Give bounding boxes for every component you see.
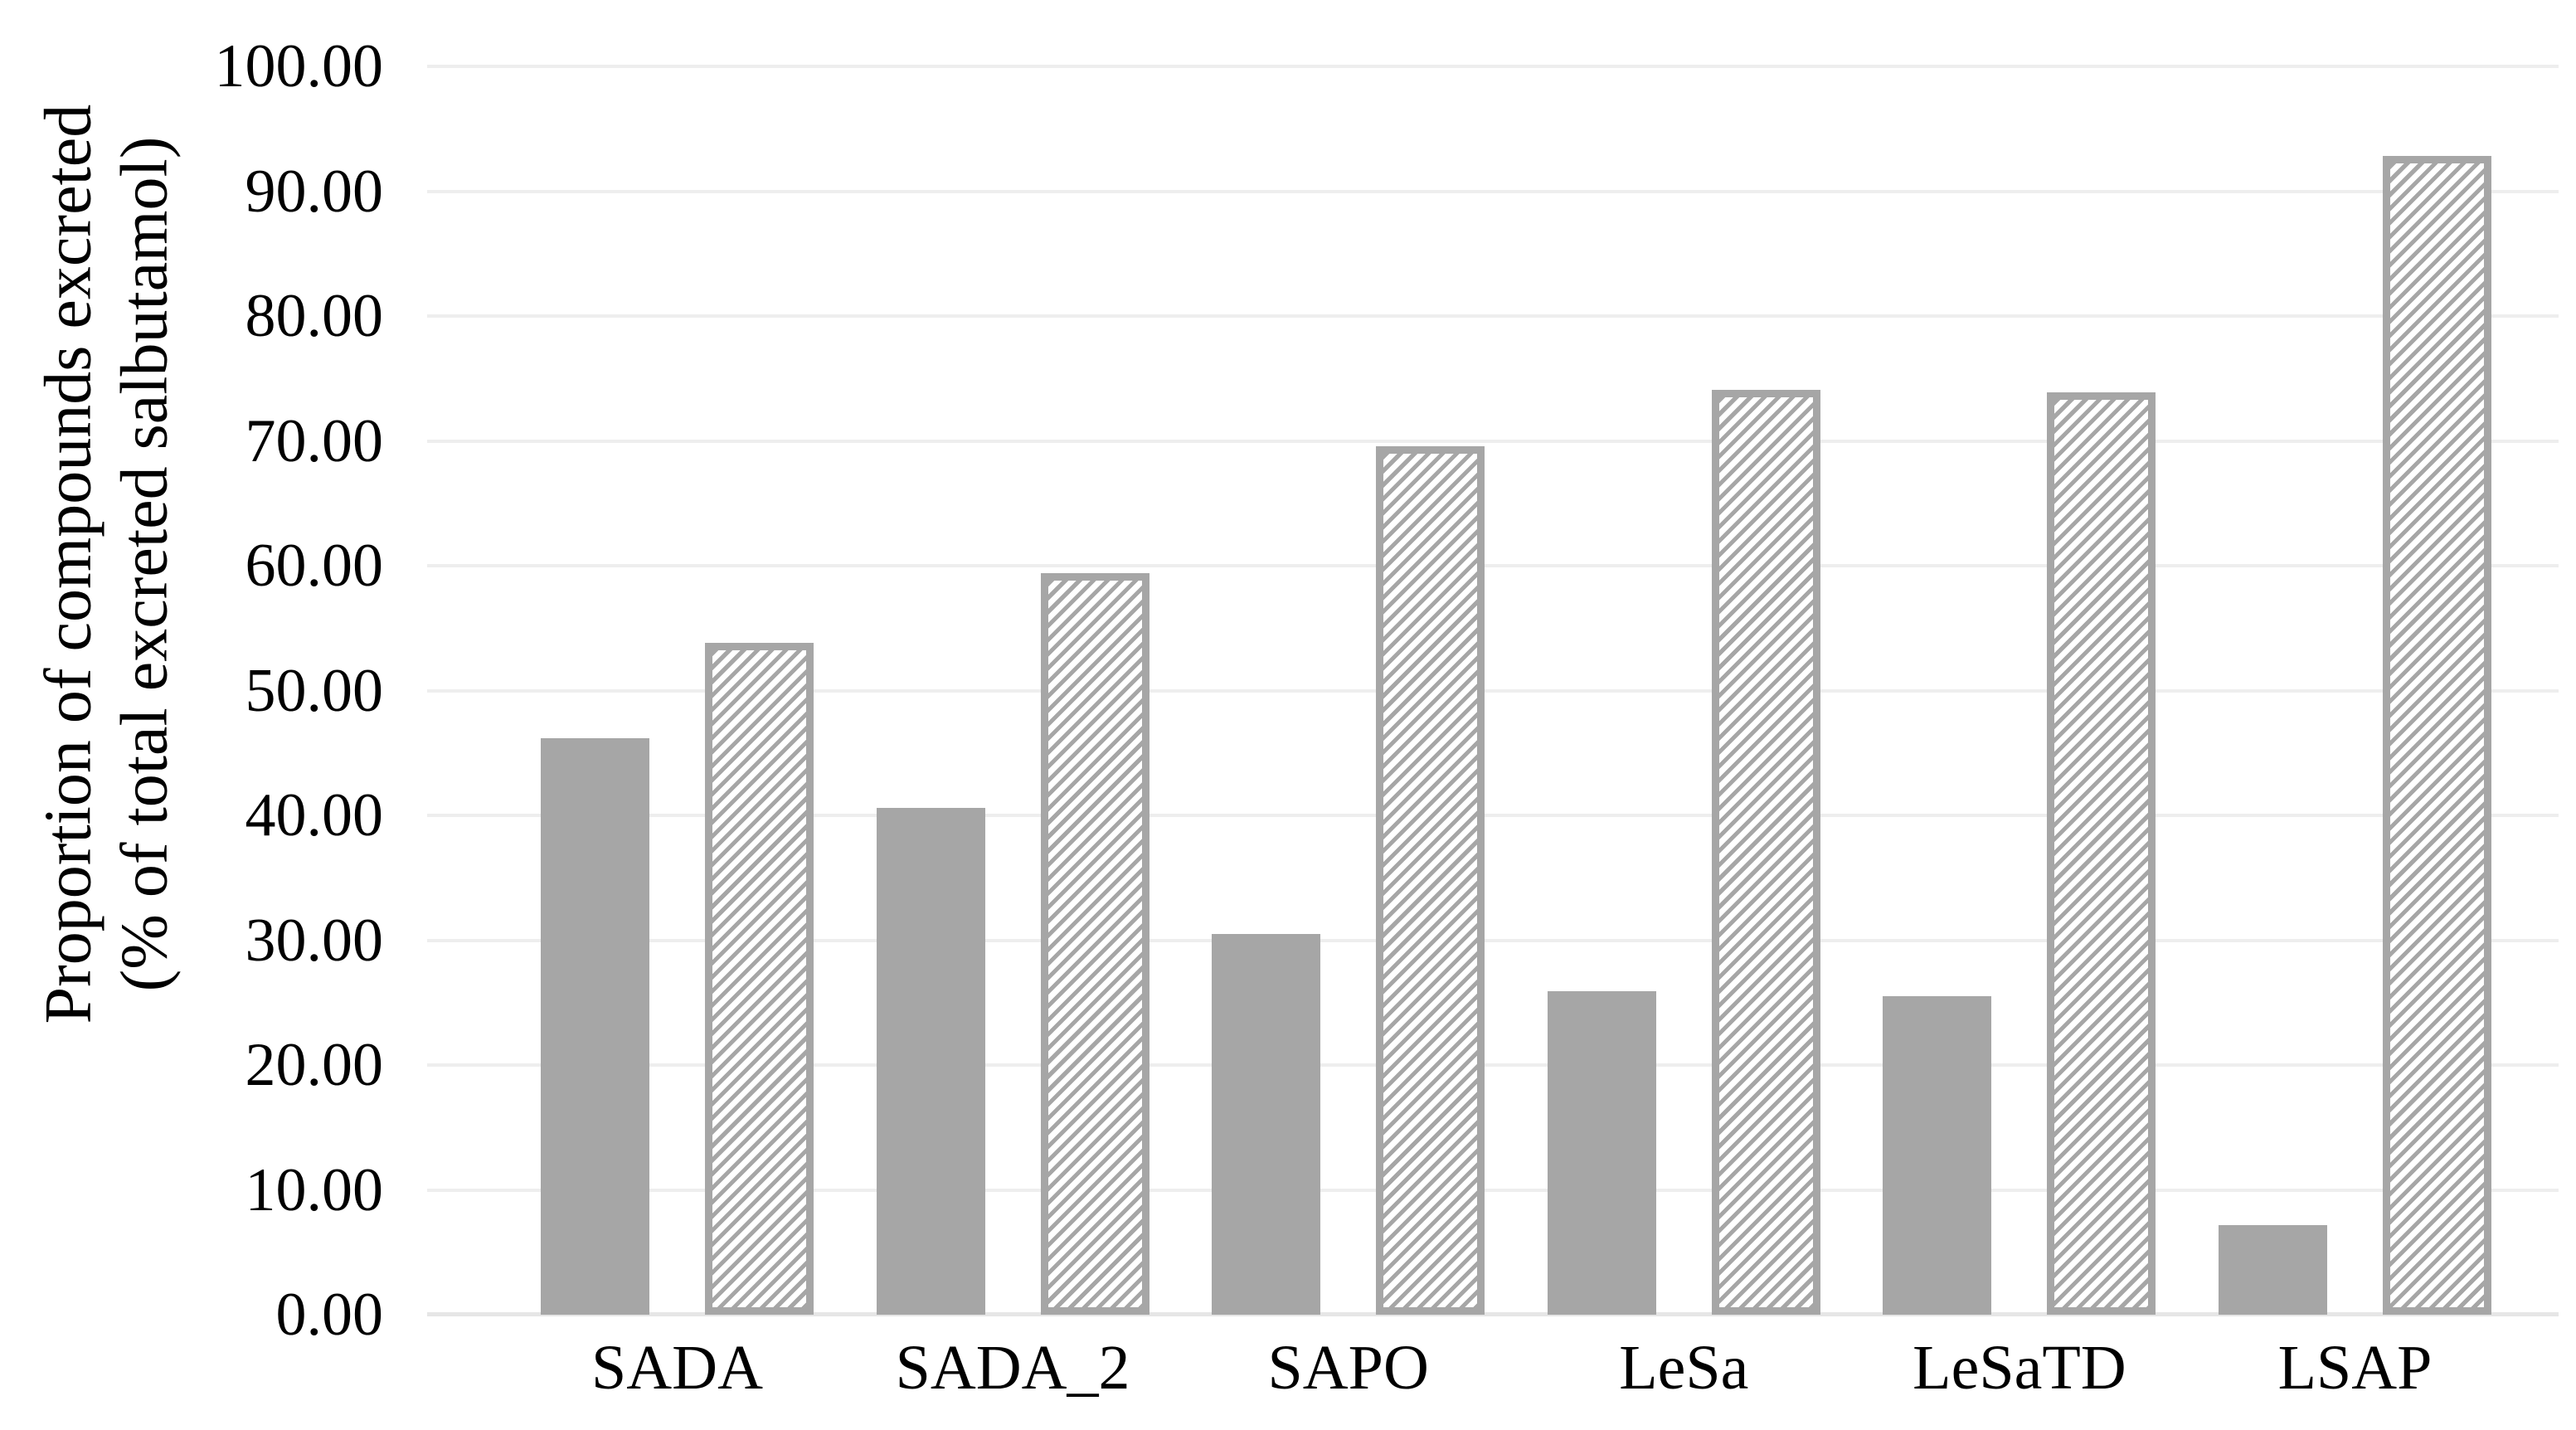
y-tick-label-20: 20.00 bbox=[245, 1031, 384, 1099]
gridline-100 bbox=[427, 65, 2559, 68]
gridline-70 bbox=[427, 439, 2559, 443]
y-tick-label-80: 80.00 bbox=[245, 282, 384, 350]
x-axis-label-SADA: SADA bbox=[591, 1333, 763, 1403]
bar-hatched-LeSa bbox=[1711, 389, 1820, 1315]
bar-hatched-SADA bbox=[705, 643, 814, 1315]
x-axis-label-SAPO: SAPO bbox=[1267, 1333, 1429, 1403]
gridline-30 bbox=[427, 938, 2559, 942]
gridline-0 bbox=[427, 1312, 2559, 1316]
y-tick-label-100: 100.00 bbox=[214, 32, 384, 100]
x-axis-label-LSAP: LSAP bbox=[2277, 1333, 2433, 1403]
bar-solid-gray-LeSa bbox=[1547, 991, 1656, 1315]
gridline-40 bbox=[427, 814, 2559, 817]
y-tick-label-0: 0.00 bbox=[275, 1281, 384, 1349]
y-tick-label-70: 70.00 bbox=[245, 406, 384, 475]
gridline-90 bbox=[427, 189, 2559, 193]
gridline-60 bbox=[427, 564, 2559, 567]
gridline-50 bbox=[427, 688, 2559, 693]
y-tick-label-40: 40.00 bbox=[245, 781, 384, 849]
y-tick-label-30: 30.00 bbox=[245, 906, 384, 975]
gridline-80 bbox=[427, 314, 2559, 318]
x-axis-label-LeSaTD: LeSaTD bbox=[1913, 1333, 2126, 1403]
bar-hatched-SADA_2 bbox=[1040, 573, 1149, 1315]
y-tick-label-60: 60.00 bbox=[245, 532, 384, 600]
bar-solid-gray-LSAP bbox=[2219, 1224, 2327, 1315]
x-axis-label-SADA_2: SADA_2 bbox=[895, 1333, 1130, 1403]
y-tick-label-50: 50.00 bbox=[245, 656, 384, 725]
bar-solid-gray-SADA bbox=[541, 737, 649, 1315]
x-axis-label-LeSa: LeSa bbox=[1619, 1333, 1749, 1403]
bar-hatched-LeSaTD bbox=[2047, 392, 2156, 1315]
y-tick-label-10: 10.00 bbox=[245, 1155, 384, 1224]
gridline-20 bbox=[427, 1063, 2559, 1067]
bar-hatched-LSAP bbox=[2383, 156, 2491, 1315]
bar-solid-gray-LeSaTD bbox=[1883, 996, 1992, 1315]
plot-area: SADA SADA_2 SAPO LeSa LeSaTD LSAP bbox=[427, 65, 2559, 1399]
y-tick-label-90: 90.00 bbox=[245, 157, 384, 226]
gridline-10 bbox=[427, 1188, 2559, 1192]
bar-solid-gray-SAPO bbox=[1212, 933, 1321, 1315]
y-axis-tick-labels: 0.00 10.00 20.00 30.00 40.00 50.00 60.00 70.00 8… bbox=[0, 36, 384, 1345]
bar-solid-gray-SADA_2 bbox=[876, 807, 985, 1315]
bar-hatched-SAPO bbox=[1376, 445, 1485, 1315]
